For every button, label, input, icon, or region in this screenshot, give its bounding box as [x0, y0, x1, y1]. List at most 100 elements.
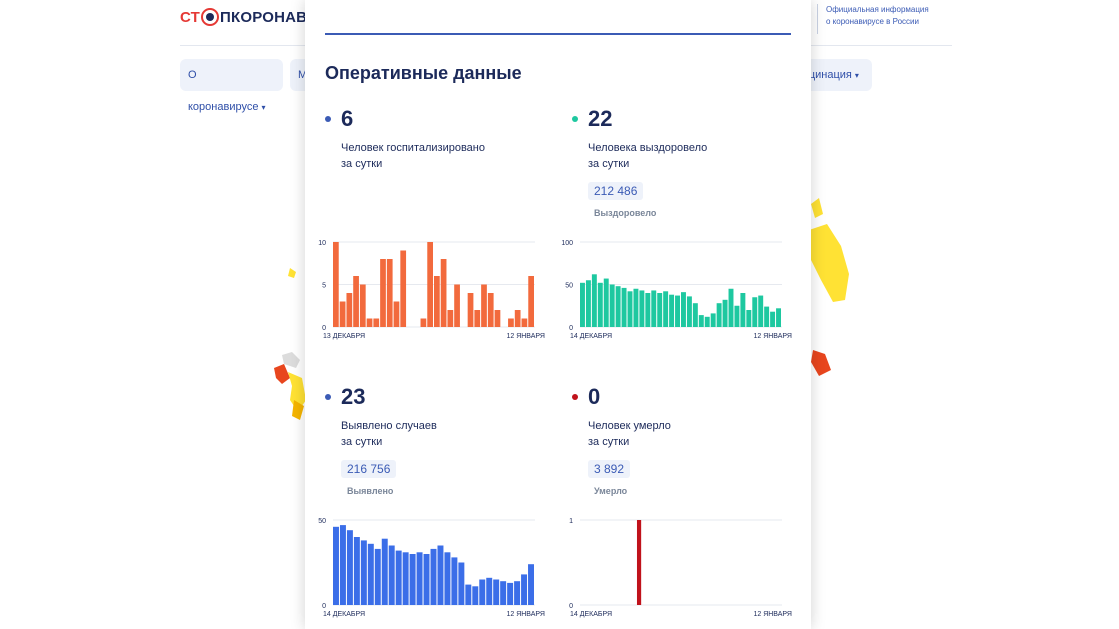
- chart-bar: [447, 310, 454, 327]
- chart-bar: [752, 297, 758, 327]
- y-tick-label: 0: [569, 325, 573, 332]
- chart-bar: [627, 291, 633, 327]
- chart-bar: [609, 284, 615, 327]
- chart-bar: [675, 295, 680, 327]
- chart-bar: [388, 545, 395, 605]
- stat-description-line-1: Выявлено случаев: [341, 420, 437, 432]
- chart-bar: [722, 299, 728, 327]
- chart-bar: [698, 315, 704, 327]
- x-end-label: 12 ЯНВАРЯ: [753, 333, 792, 340]
- chart-bar: [500, 581, 507, 605]
- stat-total-label: Выздоровело: [594, 208, 657, 218]
- chart-bar: [603, 278, 609, 327]
- chart-bar: [651, 290, 657, 327]
- x-start-label: 14 ДЕКАБРЯ: [570, 333, 612, 340]
- chart-bar: [507, 582, 514, 605]
- chart-bar: [474, 310, 481, 327]
- chart-bar: [657, 293, 663, 327]
- chart-bar: [585, 280, 591, 327]
- chart-bar: [423, 554, 430, 605]
- chart-bar: [339, 301, 346, 327]
- chart-bar: [580, 282, 585, 327]
- stat-total: 216 756: [341, 460, 397, 478]
- stat-total: 3 892: [588, 460, 631, 478]
- stat-total: 212 486: [588, 182, 644, 200]
- chart-bar: [621, 287, 627, 327]
- chart-bar: [367, 543, 374, 605]
- chart-bar: [360, 540, 367, 605]
- chart-bar: [681, 292, 686, 327]
- chart-bar: [420, 318, 427, 327]
- chart-bar: [373, 318, 380, 327]
- bullet-dot-icon: [572, 394, 578, 400]
- chart-bar: [514, 310, 521, 327]
- stat-description: Выявлено случаев за сутки: [341, 418, 511, 450]
- chart-bar: [416, 552, 423, 605]
- caret-down-icon: ▾: [854, 71, 859, 80]
- official-line-2: о коронавирусе в России: [826, 17, 919, 26]
- recovered-chart: 100 50 014 ДЕКАБРЯ 12 ЯНВАРЯ: [561, 240, 792, 340]
- chart-bar: [374, 548, 381, 605]
- detected-chart: 50 014 ДЕКАБРЯ 12 ЯНВАРЯ: [318, 518, 545, 618]
- official-line-1: Официальная информация: [826, 5, 929, 14]
- chart-bar: [454, 284, 460, 327]
- stat-description-line-1: Человек госпитализировано: [341, 142, 485, 154]
- nav-item-about[interactable]: О коронавирусе ▾: [180, 59, 283, 113]
- chart-bar: [444, 552, 451, 605]
- chart-bar: [716, 303, 722, 327]
- nav-item-label: кцинация: [804, 69, 852, 81]
- chart-bar: [528, 276, 534, 327]
- chart-bar: [746, 310, 752, 327]
- chart-bar: [472, 586, 479, 605]
- x-start-label: 13 ДЕКАБРЯ: [323, 333, 365, 340]
- stat-value: 23: [341, 384, 366, 409]
- chart-bar: [633, 288, 639, 327]
- chart-bar: [591, 274, 597, 327]
- chart-bar: [346, 530, 353, 605]
- chart-bar: [639, 290, 645, 327]
- stat-detected: 23 Выявлено случаев за сутки 216 756 Выя…: [325, 384, 555, 504]
- stat-description: Человек госпитализировано за сутки: [341, 140, 511, 172]
- panel-title: Оперативные данные: [325, 63, 522, 83]
- y-tick-label: 0: [322, 325, 326, 332]
- x-start-label: 14 ДЕКАБРЯ: [570, 611, 612, 618]
- operational-data-panel: Оперативные данные 6 Человек госпитализи…: [305, 0, 811, 629]
- stat-description: Человек умерло за сутки: [588, 418, 758, 450]
- chart-bar: [734, 305, 740, 327]
- chart-bar: [704, 316, 710, 327]
- stat-description-line-1: Человек умерло: [588, 420, 671, 432]
- chart-bar: [333, 526, 339, 605]
- chart-bar: [427, 242, 433, 327]
- chart-bar: [710, 313, 716, 327]
- chart-bar: [493, 579, 500, 605]
- x-start-label: 14 ДЕКАБРЯ: [323, 611, 365, 618]
- bullet-dot-icon: [325, 116, 331, 122]
- stat-value: 0: [588, 384, 601, 409]
- chart-bar: [597, 282, 603, 327]
- site-logo[interactable]: СТ ПКОРОНАВИ: [180, 8, 318, 26]
- chart-bar: [386, 259, 393, 327]
- logo-suffix: ПКОРОНАВИ: [220, 8, 319, 26]
- chart-bar: [440, 259, 447, 327]
- chart-bar: [669, 294, 675, 327]
- map-fragment-right: [809, 198, 849, 376]
- chart-bar: [402, 552, 409, 605]
- chart-bar: [521, 318, 528, 327]
- chart-bar: [430, 548, 437, 605]
- chart-bar: [434, 276, 440, 327]
- chart-bar: [359, 284, 366, 327]
- chart-bar: [487, 293, 494, 327]
- chart-bar: [366, 318, 373, 327]
- chart-bar: [381, 538, 388, 605]
- stat-description-line-2: за сутки: [588, 436, 630, 448]
- y-tick-label: 0: [569, 603, 573, 610]
- chart-bar: [686, 296, 692, 327]
- stat-description-line-1: Человека выздоровело: [588, 142, 708, 154]
- chart-bar: [764, 306, 770, 327]
- chart-bar: [740, 293, 746, 327]
- stat-total-label: Умерло: [594, 486, 628, 496]
- chart-bar: [636, 520, 642, 605]
- chart-bar: [758, 295, 764, 327]
- y-tick-label: 1: [569, 518, 573, 525]
- chart-bar: [645, 293, 651, 327]
